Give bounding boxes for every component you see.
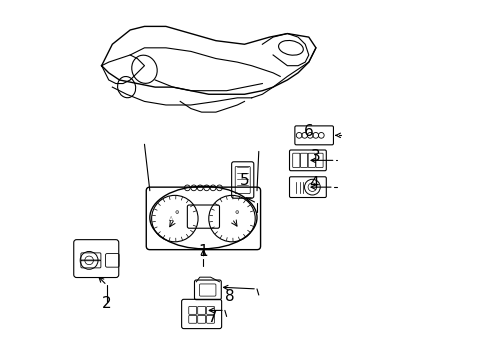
- Text: 5: 5: [239, 172, 249, 188]
- Text: △: △: [169, 215, 173, 220]
- Text: ⚙: ⚙: [234, 210, 238, 215]
- Text: ⚙: ⚙: [174, 210, 179, 215]
- Text: 6: 6: [304, 124, 313, 139]
- Text: 3: 3: [310, 149, 320, 164]
- Text: 1: 1: [198, 244, 208, 259]
- Text: 8: 8: [225, 289, 235, 303]
- Text: 7: 7: [207, 310, 217, 325]
- Text: 2: 2: [102, 296, 112, 311]
- Text: 4: 4: [309, 176, 318, 191]
